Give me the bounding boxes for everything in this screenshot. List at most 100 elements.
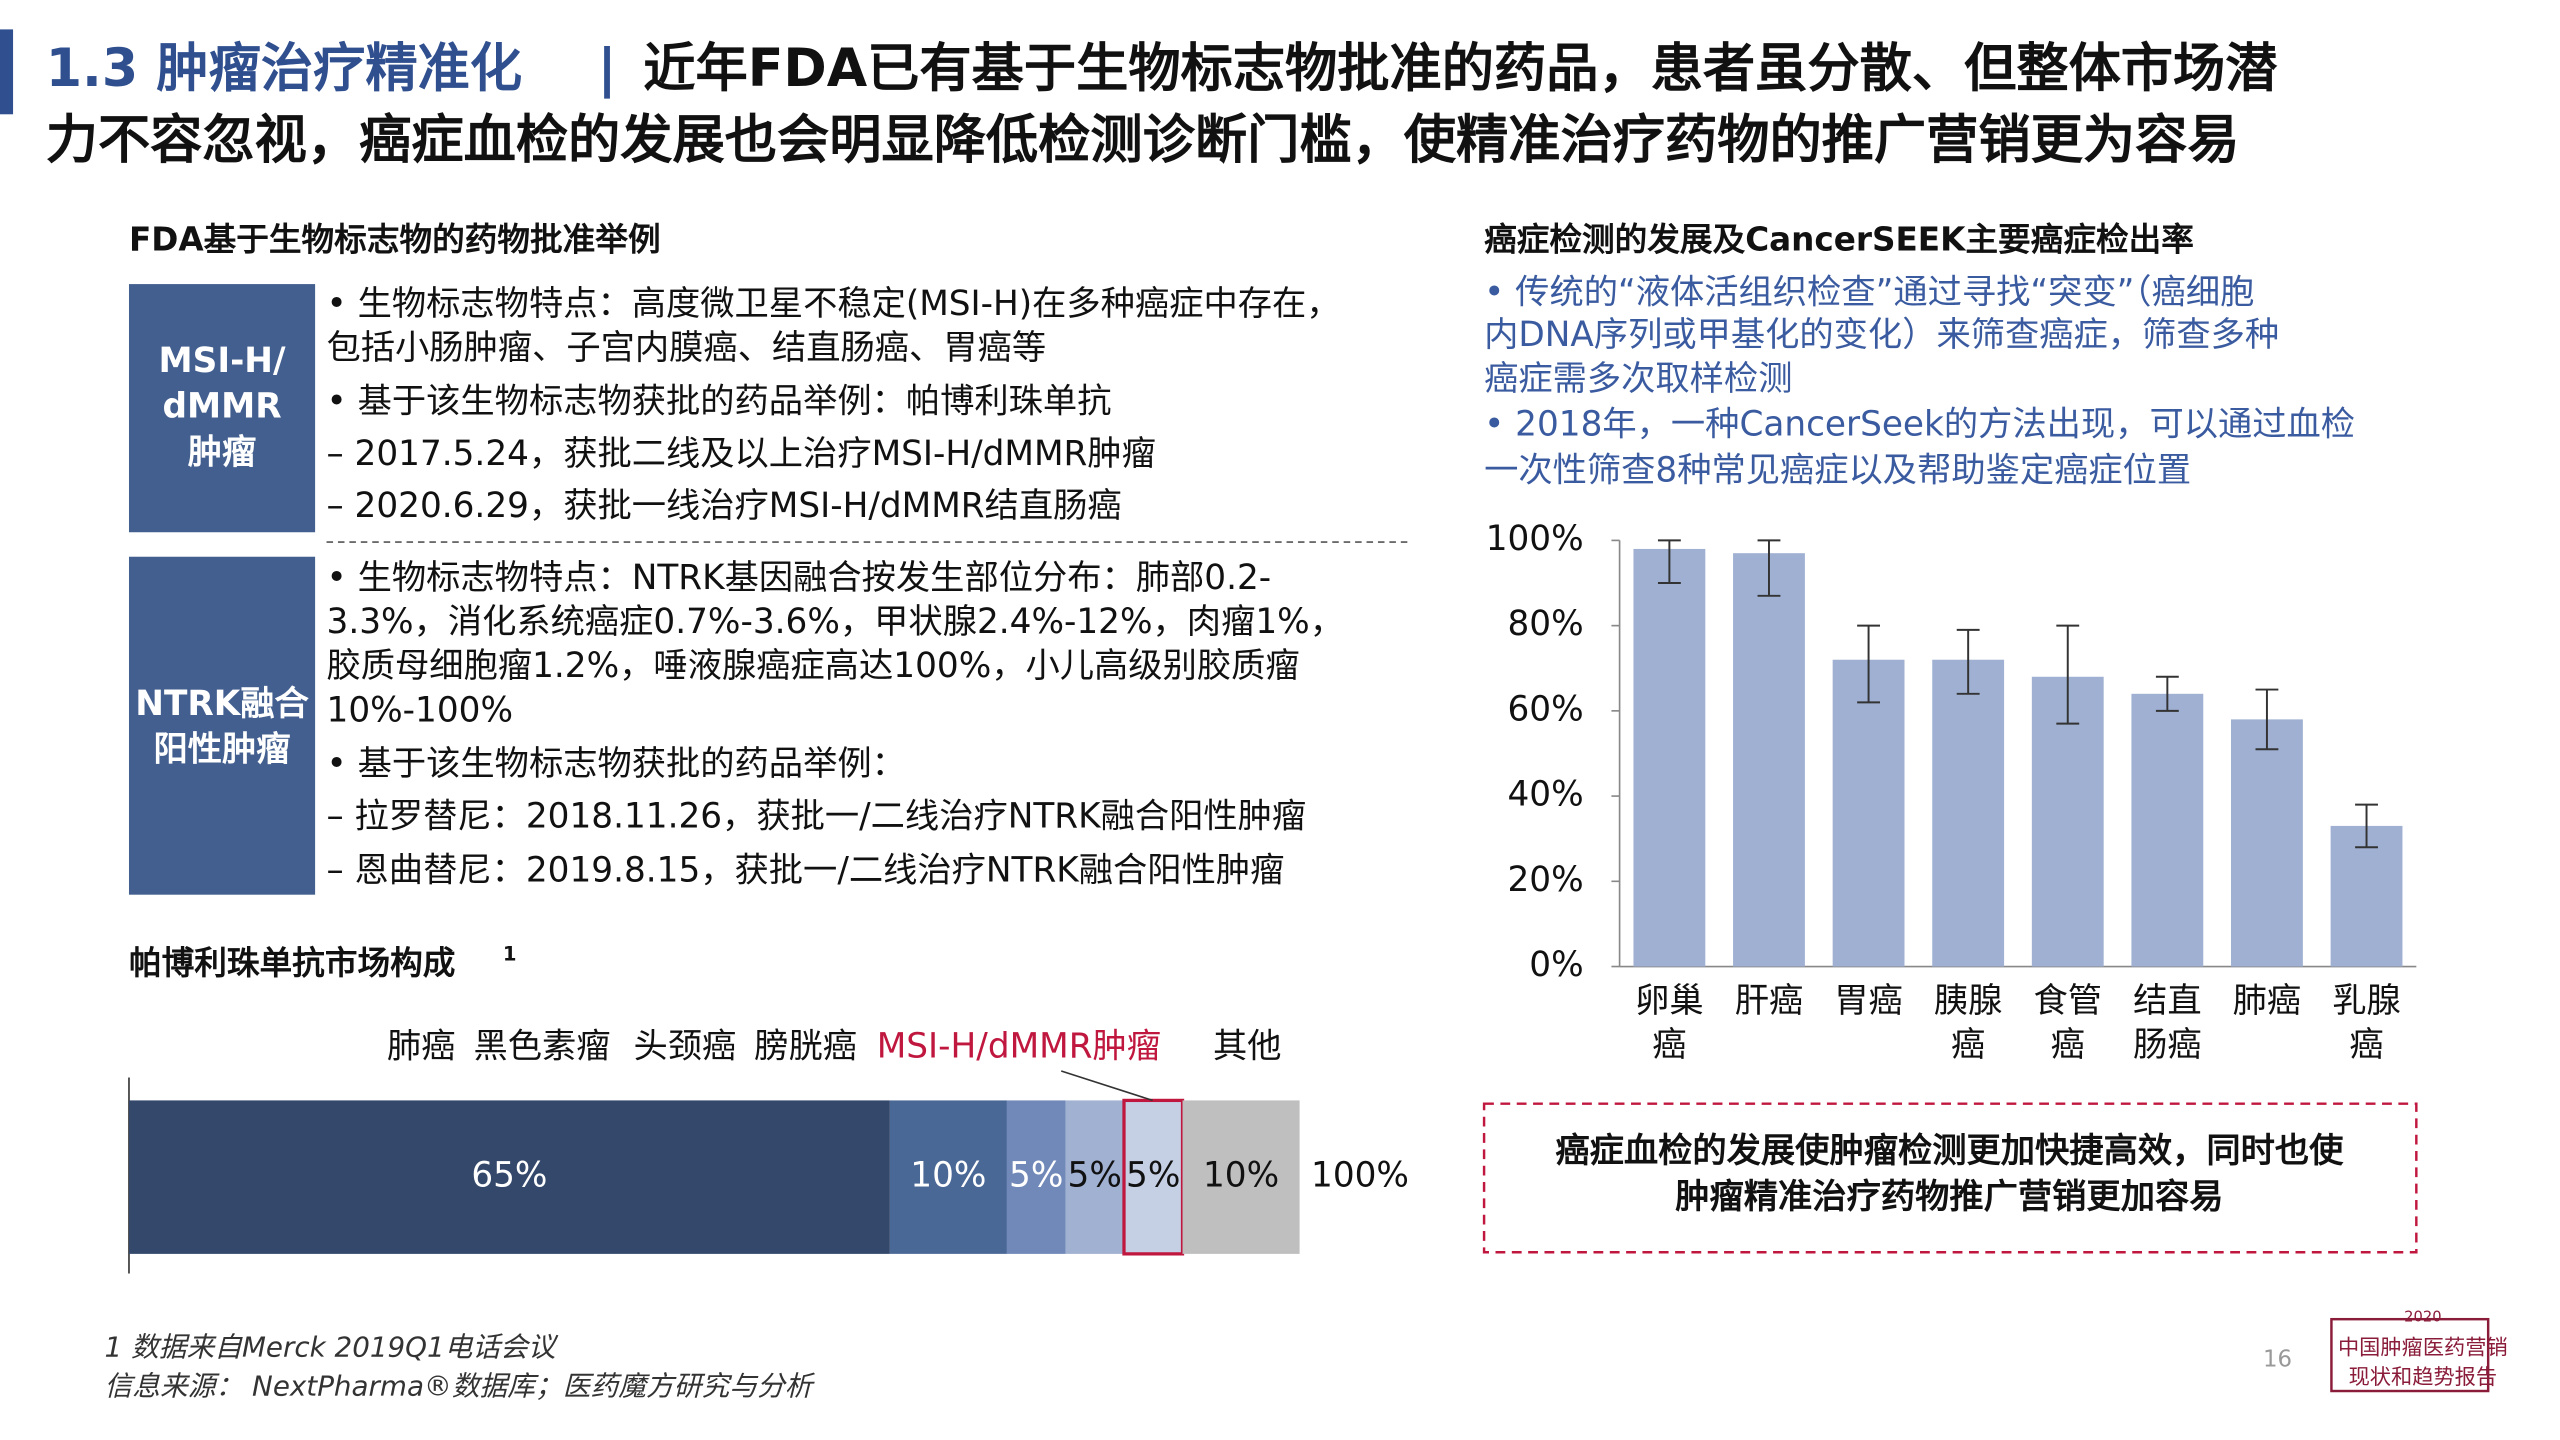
accent-bar bbox=[0, 29, 14, 115]
logo-frame bbox=[2330, 1317, 2490, 1393]
stack-segment bbox=[1006, 1100, 1066, 1254]
title-part: 近年FDA已有基于生物标志物批准的药品，患者虽分散、但整体市场潜 bbox=[643, 39, 2278, 99]
error-bar bbox=[2355, 803, 2378, 849]
x-tick-label: 肝癌 bbox=[1735, 981, 1804, 1021]
logo-text: 中国肿瘤医药营销 bbox=[2338, 1336, 2508, 1361]
stack-segment bbox=[128, 1100, 890, 1254]
conclusion-box bbox=[1482, 1102, 2418, 1254]
legend-name: 其他 bbox=[1213, 1027, 1282, 1067]
section-heading: 癌症检测的发展及CancerSEEK主要癌症检出率 bbox=[1484, 221, 2194, 259]
section-label: dMMR bbox=[162, 387, 281, 427]
x-tick-label: 癌 bbox=[1951, 1025, 1985, 1065]
segment-label: 10% bbox=[1203, 1156, 1279, 1196]
conclusion-line: 癌症血检的发展使肿瘤检测更加快捷高效，同时也使 bbox=[1555, 1131, 2344, 1171]
bullet-line: – 恩曲替尼：2019.8.15，获批一/二线治疗NTRK融合阳性肿瘤 bbox=[327, 850, 1285, 890]
legend-name: 肺癌 bbox=[387, 1027, 456, 1067]
logo-text: 现状和趋势报告 bbox=[2349, 1365, 2498, 1390]
error-bar bbox=[2056, 624, 2080, 725]
logo-year: 2020 bbox=[2404, 1309, 2441, 1326]
bullet-line: 一次性筛查8种常见癌症以及帮助鉴定癌症位置 bbox=[1484, 450, 2191, 490]
y-tick-label: 60% bbox=[1508, 689, 1584, 729]
title-part: | bbox=[598, 39, 617, 99]
stack-segment bbox=[1182, 1100, 1300, 1254]
x-tick-label: 胰腺 bbox=[1934, 981, 2003, 1021]
y-tick-label: 20% bbox=[1508, 860, 1584, 900]
title-part: 1.3 肿瘤治疗精准化 bbox=[46, 39, 522, 99]
x-tick-label: 癌 bbox=[1652, 1025, 1686, 1065]
section-label-box bbox=[128, 556, 316, 895]
segment-label: 10% bbox=[910, 1156, 986, 1196]
x-tick-label: 结直 bbox=[2133, 981, 2202, 1021]
footnote: 信息来源： NextPharma®数据库；医药魔方研究与分析 bbox=[104, 1370, 815, 1403]
error-bar bbox=[1857, 624, 1880, 704]
segment-label: 5% bbox=[1126, 1156, 1180, 1196]
chart-title: 帕博利珠单抗市场构成 bbox=[129, 944, 455, 982]
bullet-line: 包括小肠肿瘤、子宫内膜癌、结直肠癌、胃癌等 bbox=[327, 328, 1047, 368]
error-bar bbox=[2155, 675, 2179, 712]
x-tick-label: 胃癌 bbox=[1834, 981, 1903, 1021]
section-label: 阳性肿瘤 bbox=[154, 730, 291, 770]
x-tick-label: 肺癌 bbox=[2233, 981, 2302, 1021]
segment-label: 65% bbox=[471, 1156, 547, 1196]
section-label: 肿瘤 bbox=[188, 432, 257, 472]
bullet-line: 内DNA序列或甲基化的变化）来筛查癌症，筛查多种 bbox=[1484, 315, 2279, 355]
y-tick-label: 100% bbox=[1486, 519, 1584, 559]
section-label-box bbox=[128, 284, 316, 533]
conclusion-line: 肿瘤精准治疗药物推广营销更加容易 bbox=[1675, 1177, 2223, 1217]
bullet-line: – 拉罗替尼：2018.11.26，获批一/二线治疗NTRK融合阳性肿瘤 bbox=[327, 796, 1307, 836]
y-tick-label: 80% bbox=[1508, 604, 1584, 644]
bar bbox=[2330, 825, 2403, 967]
x-tick-label: 乳腺 bbox=[2332, 981, 2401, 1021]
x-tick-label: 癌 bbox=[2349, 1025, 2383, 1065]
bar bbox=[2231, 719, 2303, 967]
total-label: 100% bbox=[1311, 1156, 1409, 1196]
legend-name: 头颈癌 bbox=[633, 1027, 736, 1067]
pointer bbox=[1060, 1070, 1153, 1102]
bar bbox=[2131, 693, 2204, 967]
title-part: 力不容忽视，癌症血检的发展也会明显降低检测诊断门槛，使精准治疗药物的推广营销更为… bbox=[46, 111, 2240, 171]
bullet-line: • 生物标志物特点：NTRK基因融合按发生部位分布：肺部0.2- bbox=[327, 558, 1272, 598]
bar bbox=[1832, 659, 1905, 967]
bar bbox=[1932, 659, 2005, 967]
bullet-line: 癌症需多次取样检测 bbox=[1484, 359, 1792, 399]
bullet-line: 胶质母细胞瘤1.2%，唾液腺癌症高达100%，小儿高级别胶质瘤 bbox=[327, 646, 1300, 686]
y-tick-label: 40% bbox=[1508, 775, 1584, 815]
footnote: 1 数据来自Merck 2019Q1电话会议 bbox=[104, 1331, 558, 1364]
x-tick-label: 食管 bbox=[2033, 981, 2102, 1021]
legend-name: 膀胱癌 bbox=[754, 1027, 857, 1067]
error-bar bbox=[1757, 539, 1781, 597]
chart-title-sup: 1 bbox=[503, 943, 517, 966]
x-tick-label: 肠癌 bbox=[2133, 1025, 2202, 1065]
bullet-line: • 生物标志物特点：高度微卫星不稳定(MSI-H)在多种癌症中存在， bbox=[327, 284, 1341, 324]
bar bbox=[1733, 553, 1805, 967]
bullet-line: 3.3%，消化系统癌症0.7%-3.6%，甲状腺2.4%-12%，肉瘤1%， bbox=[327, 602, 1344, 642]
bullet-line: • 2018年，一种CancerSeek的方法出现，可以通过血检 bbox=[1484, 405, 2355, 445]
segment-label: 5% bbox=[1009, 1156, 1063, 1196]
y-tick-label: 0% bbox=[1529, 945, 1583, 985]
section-heading: FDA基于生物标志物的药物批准举例 bbox=[129, 221, 661, 259]
bullet-line: – 2017.5.24，获批二线及以上治疗MSI-H/dMMR肿瘤 bbox=[327, 434, 1156, 474]
x-tick-label: 癌 bbox=[2051, 1025, 2085, 1065]
bar bbox=[1633, 548, 1706, 967]
segment-label: 5% bbox=[1068, 1156, 1122, 1196]
bar bbox=[2031, 676, 2104, 967]
error-bar bbox=[1657, 539, 1681, 585]
bullet-line: • 基于该生物标志物获批的药品举例： bbox=[327, 744, 906, 784]
error-bar bbox=[1956, 628, 1980, 695]
bullet-line: – 2020.6.29，获批一线治疗MSI-H/dMMR结直肠癌 bbox=[327, 486, 1122, 526]
legend-name: MSI-H/dMMR肿瘤 bbox=[877, 1027, 1161, 1067]
legend-name: 黑色素瘤 bbox=[473, 1027, 610, 1067]
error-bar bbox=[2255, 688, 2279, 751]
bullet-line: • 基于该生物标志物获批的药品举例：帕博利珠单抗 bbox=[327, 382, 1112, 422]
page-number: 16 bbox=[2263, 1346, 2292, 1372]
bullet-line: • 传统的“液体活组织检查”通过寻找“突变”（癌细胞 bbox=[1484, 272, 2254, 312]
stack-segment bbox=[1124, 1100, 1183, 1254]
stack-segment bbox=[889, 1100, 1007, 1254]
x-tick-label: 卵巢 bbox=[1635, 981, 1704, 1021]
section-label: NTRK融合 bbox=[135, 684, 309, 724]
section-label: MSI-H/ bbox=[159, 341, 286, 381]
bullet-line: 10%-100% bbox=[327, 690, 514, 730]
stack-segment bbox=[1065, 1100, 1124, 1254]
